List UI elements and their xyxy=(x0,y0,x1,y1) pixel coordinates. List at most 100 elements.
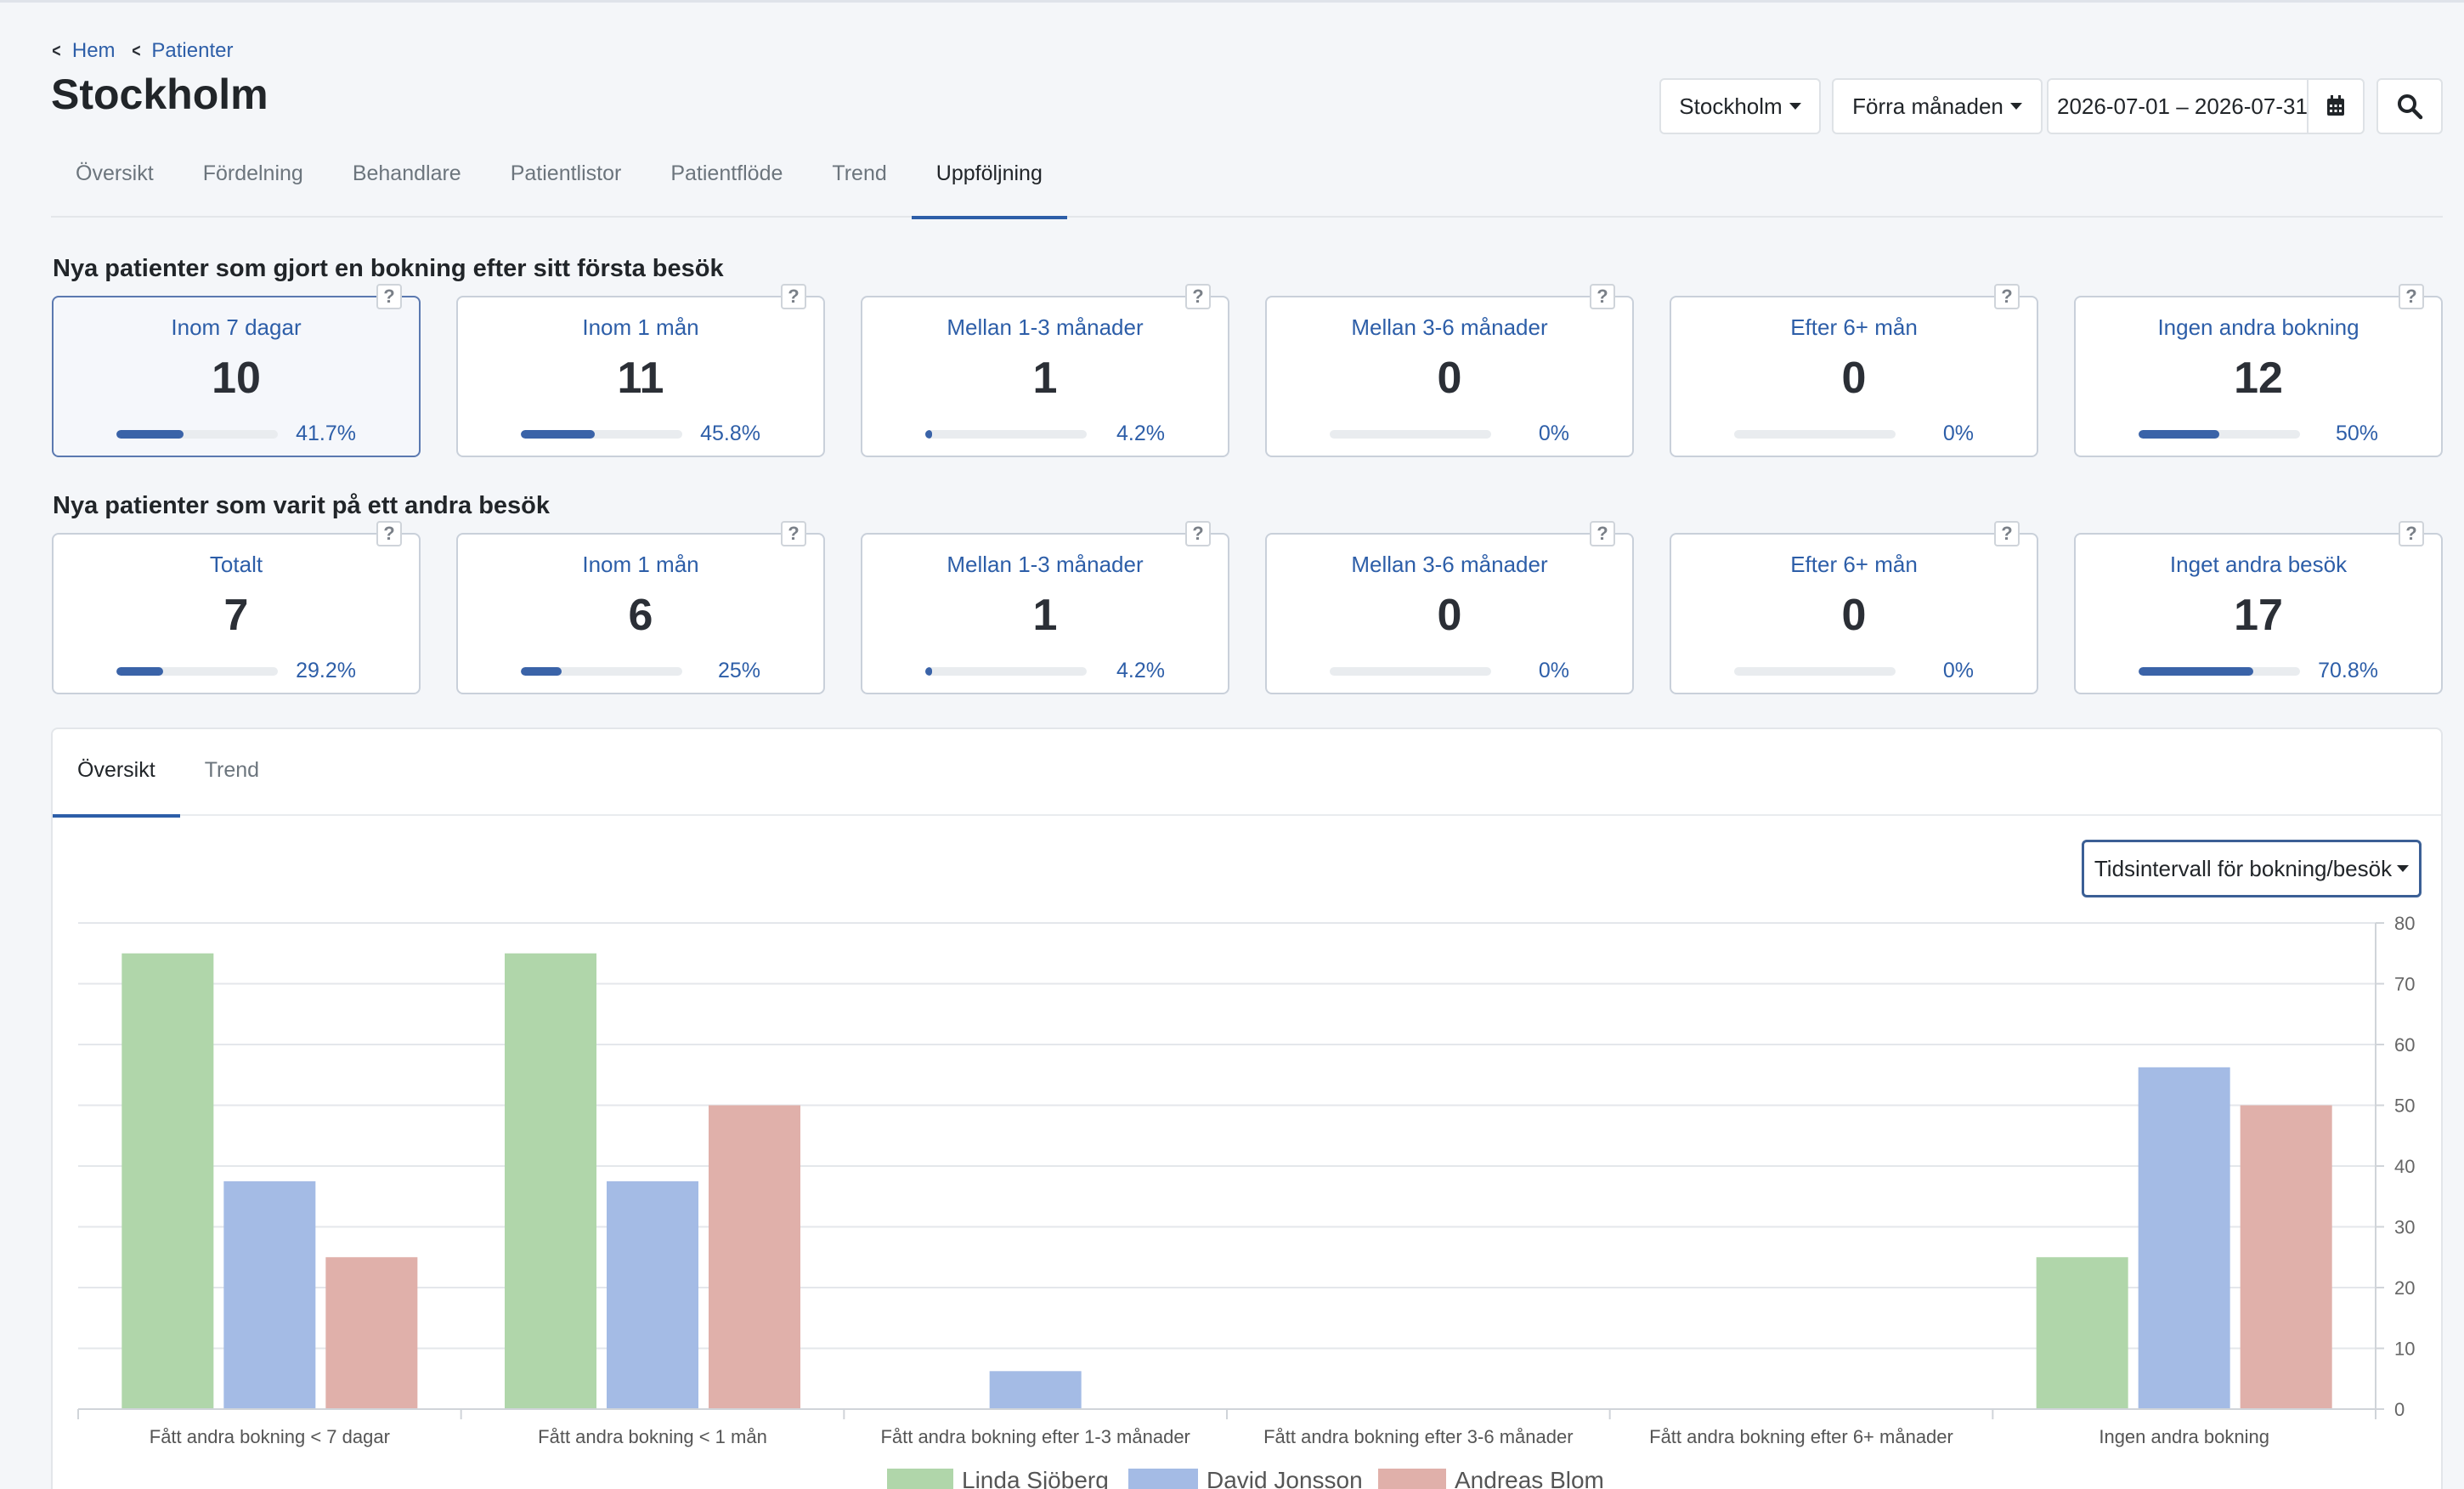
chart-tab-trend[interactable]: Trend xyxy=(204,758,260,782)
search-button[interactable] xyxy=(2376,78,2443,134)
progress-track xyxy=(2139,666,2300,676)
card-value: 10 xyxy=(212,354,261,403)
visit-stat-card[interactable]: ? Inom 1 mån 6 25% xyxy=(456,521,825,694)
card-progress: 29.2% xyxy=(54,659,419,683)
card-label: Efter 6+ mån xyxy=(1790,314,1918,340)
tab-fordelning[interactable]: Fördelning xyxy=(202,161,303,185)
tab-patientlistor[interactable]: Patientlistor xyxy=(510,161,622,185)
booking-stat-card[interactable]: ? Inom 7 dagar 10 41.7% xyxy=(52,284,421,457)
card-label: Inget andra besök xyxy=(2169,552,2348,577)
section-visits-title: Nya patienter som varit på ett andra bes… xyxy=(53,492,551,519)
help-icon[interactable]: ? xyxy=(1590,284,1615,309)
tab-behandlare[interactable]: Behandlare xyxy=(352,161,461,185)
card-value: 12 xyxy=(2234,354,2283,403)
help-icon[interactable]: ? xyxy=(1590,521,1615,546)
card-percent: 4.2% xyxy=(1116,422,1165,445)
bar-andreas xyxy=(2240,1105,2332,1409)
card-value: 11 xyxy=(617,354,664,403)
period-dropdown-label: Förra månaden xyxy=(1852,93,2003,119)
progress-track xyxy=(2139,429,2300,439)
bar-linda xyxy=(2036,1257,2128,1409)
tab-patientflode[interactable]: Patientflöde xyxy=(670,161,783,185)
search-icon xyxy=(2398,94,2423,120)
y-tick-label: 20 xyxy=(2394,1277,2415,1299)
bar-chart: 0 10 20 30 40 50 60 70 80 Fått andra bokning < 7 … xyxy=(77,913,2415,1489)
chart-tabs: Översikt Trend xyxy=(53,729,2441,818)
help-icon[interactable]: ? xyxy=(781,284,806,309)
progress-fill xyxy=(925,429,932,439)
tab-uppfoljning[interactable]: Uppföljning xyxy=(911,144,1067,219)
breadcrumb-home-link[interactable]: Hem xyxy=(71,39,116,62)
progress-fill xyxy=(521,666,562,676)
help-icon[interactable]: ? xyxy=(376,284,402,309)
calendar-button[interactable] xyxy=(2307,80,2363,133)
card-percent: 0% xyxy=(1942,659,1974,682)
interval-dropdown-label: Tidsintervall för bokning/besök xyxy=(2094,855,2393,881)
card-progress: 0% xyxy=(1671,659,2037,683)
card-label: Ingen andra bokning xyxy=(2157,314,2359,340)
caret-down-icon xyxy=(2397,865,2410,872)
help-icon[interactable]: ? xyxy=(781,521,806,546)
card-progress: 4.2% xyxy=(862,422,1228,446)
booking-stat-card[interactable]: ? Mellan 1-3 månader 1 4.2% xyxy=(861,284,1229,457)
card-label: Efter 6+ mån xyxy=(1790,552,1918,577)
card-value: 17 xyxy=(2234,591,2283,640)
help-icon[interactable]: ? xyxy=(2399,284,2424,309)
bar-andreas xyxy=(325,1257,418,1409)
y-tick-label: 10 xyxy=(2394,1339,2415,1360)
help-icon[interactable]: ? xyxy=(1994,521,2020,546)
x-tick-label: Fått andra bokning < 7 dagar xyxy=(150,1426,390,1447)
visit-stat-card[interactable]: ? Totalt 7 29.2% xyxy=(52,521,421,694)
card-progress: 50% xyxy=(2076,422,2441,446)
region-dropdown[interactable]: Stockholm xyxy=(1659,78,1821,134)
caret-down-icon xyxy=(2009,103,2022,110)
progress-fill xyxy=(116,429,184,439)
card-progress: 0% xyxy=(1671,422,2037,446)
help-icon[interactable]: ? xyxy=(1994,284,2020,309)
tab-trend[interactable]: Trend xyxy=(832,161,887,185)
card-percent: 0% xyxy=(1538,422,1569,445)
progress-track xyxy=(1734,429,1896,439)
chevron-left-icon: < xyxy=(52,40,61,61)
x-tick-label: Fått andra bokning efter 3-6 månader xyxy=(1263,1426,1573,1447)
bar-linda xyxy=(505,953,596,1409)
card-progress: 0% xyxy=(1267,422,1632,446)
chart-tab-oversikt[interactable]: Översikt xyxy=(53,729,180,818)
interval-dropdown[interactable]: Tidsintervall för bokning/besök xyxy=(2082,840,2422,897)
card-value: 0 xyxy=(1841,354,1867,403)
booking-stat-card[interactable]: ? Ingen andra bokning 12 50% xyxy=(2074,284,2443,457)
card-percent: 50% xyxy=(2335,422,2378,445)
booking-stat-card[interactable]: ? Efter 6+ mån 0 0% xyxy=(1670,284,2038,457)
legend-label-linda: Linda Sjöberg xyxy=(962,1467,1109,1489)
card-label: Mellan 1-3 månader xyxy=(947,552,1144,577)
visit-stat-card[interactable]: ? Efter 6+ mån 0 0% xyxy=(1670,521,2038,694)
booking-stat-card[interactable]: ? Inom 1 mån 11 45.8% xyxy=(456,284,825,457)
card-label: Inom 7 dagar xyxy=(171,314,302,340)
help-icon[interactable]: ? xyxy=(376,521,402,546)
date-range-value[interactable]: 2026-07-01 – 2026-07-31 xyxy=(2057,93,2308,119)
visit-stat-card[interactable]: ? Mellan 3-6 månader 0 0% xyxy=(1265,521,1634,694)
card-percent: 45.8% xyxy=(700,422,760,445)
visit-stat-card[interactable]: ? Inget andra besök 17 70.8% xyxy=(2074,521,2443,694)
help-icon[interactable]: ? xyxy=(1185,284,1211,309)
card-value: 0 xyxy=(1841,591,1867,640)
help-icon[interactable]: ? xyxy=(1185,521,1211,546)
breadcrumb-patients-link[interactable]: Patienter xyxy=(151,39,234,62)
card-label: Inom 1 mån xyxy=(582,314,699,340)
tab-oversikt[interactable]: Översikt xyxy=(76,161,154,185)
progress-track xyxy=(925,666,1087,676)
booking-stat-card[interactable]: ? Mellan 3-6 månader 0 0% xyxy=(1265,284,1634,457)
card-value: 0 xyxy=(1437,354,1462,403)
card-value: 0 xyxy=(1437,591,1462,640)
y-tick-label: 30 xyxy=(2394,1217,2415,1238)
breadcrumb: < Hem < Patienter xyxy=(51,39,248,63)
card-label: Inom 1 mån xyxy=(582,552,699,577)
visit-stat-card[interactable]: ? Mellan 1-3 månader 1 4.2% xyxy=(861,521,1229,694)
progress-fill xyxy=(2139,429,2219,439)
date-range-input[interactable]: 2026-07-01 – 2026-07-31 xyxy=(2047,78,2365,134)
period-dropdown[interactable]: Förra månaden xyxy=(1832,78,2043,134)
region-dropdown-label: Stockholm xyxy=(1679,93,1783,119)
card-percent: 41.7% xyxy=(296,422,356,445)
progress-fill xyxy=(116,666,164,676)
help-icon[interactable]: ? xyxy=(2399,521,2424,546)
